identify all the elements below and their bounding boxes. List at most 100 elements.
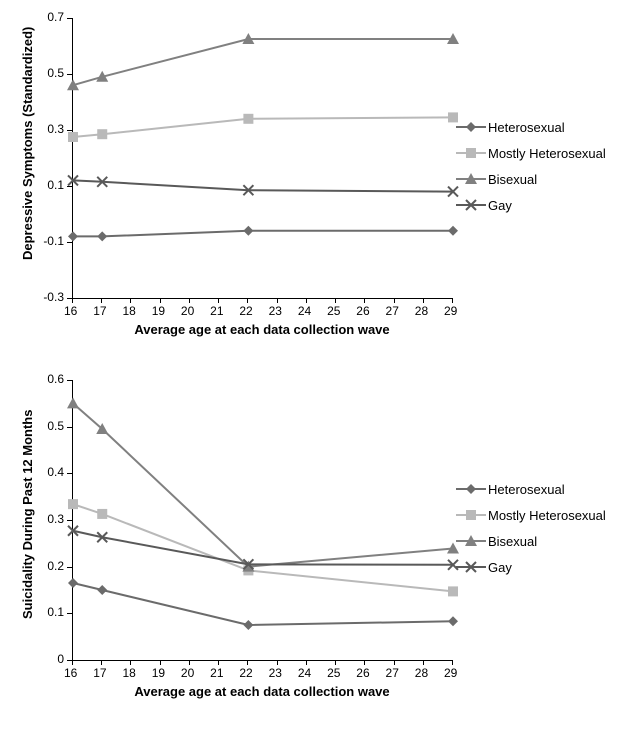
x-tick-label: 25 <box>327 304 340 318</box>
x-tick-label: 18 <box>122 304 135 318</box>
y-tick-label: 0 <box>57 652 64 666</box>
y-tick-label: 0.5 <box>47 66 64 80</box>
y-axis-label: Depressive Symptoms (Standardized) <box>20 27 35 260</box>
y-tick <box>67 186 72 187</box>
x-tick <box>277 660 278 665</box>
x-tick <box>72 298 73 303</box>
y-tick <box>67 567 72 568</box>
x-tick <box>247 298 248 303</box>
y-tick-label: 0.3 <box>47 512 64 526</box>
x-tick <box>101 660 102 665</box>
x-tick <box>306 660 307 665</box>
x-tick <box>394 298 395 303</box>
x-tick <box>335 298 336 303</box>
y-tick-label: 0.6 <box>47 372 64 386</box>
x-tick-label: 16 <box>64 304 77 318</box>
legend-item-hetero: Heterosexual <box>460 480 606 498</box>
legend-label: Bisexual <box>488 172 537 187</box>
x-axis-label: Average age at each data collection wave <box>112 322 412 337</box>
x-tick-label: 19 <box>152 666 165 680</box>
x-tick-label: 29 <box>444 304 457 318</box>
diamond-icon <box>460 480 482 498</box>
x-tick-label: 17 <box>93 304 106 318</box>
x-tick-label: 23 <box>269 304 282 318</box>
legend-label: Bisexual <box>488 534 537 549</box>
x-tick-label: 16 <box>64 666 77 680</box>
x-tick-label: 24 <box>298 666 311 680</box>
x-tick <box>423 298 424 303</box>
y-tick-label: 0.4 <box>47 465 64 479</box>
y-tick <box>67 130 72 131</box>
x-tick-label: 27 <box>386 304 399 318</box>
x-tick-label: 19 <box>152 304 165 318</box>
chart-svg <box>73 380 453 660</box>
x-tick <box>335 660 336 665</box>
legend: Heterosexual Mostly Heterosexual Bisexual G… <box>460 118 606 222</box>
x-tick-label: 26 <box>356 304 369 318</box>
x-tick-label: 23 <box>269 666 282 680</box>
x-tick <box>423 660 424 665</box>
y-tick-label: -0.3 <box>43 290 64 304</box>
x-tick <box>130 298 131 303</box>
y-tick-label: 0.3 <box>47 122 64 136</box>
y-tick <box>67 242 72 243</box>
page: { "layout": { "page_w": 631, "page_h": 7… <box>0 0 631 729</box>
plot-area <box>72 380 453 661</box>
x-tick-label: 22 <box>239 304 252 318</box>
x-tick-label: 21 <box>210 304 223 318</box>
square-icon <box>460 506 482 524</box>
x-tick <box>364 660 365 665</box>
y-tick-label: 0.7 <box>47 10 64 24</box>
x-tick <box>101 298 102 303</box>
x-tick <box>218 298 219 303</box>
x-tick-label: 20 <box>181 666 194 680</box>
legend-label: Heterosexual <box>488 482 565 497</box>
legend-item-gay: Gay <box>460 196 606 214</box>
legend-label: Gay <box>488 560 512 575</box>
legend-label: Mostly Heterosexual <box>488 508 606 523</box>
legend: Heterosexual Mostly Heterosexual Bisexual G… <box>460 480 606 584</box>
x-tick <box>394 660 395 665</box>
y-tick-label: -0.1 <box>43 234 64 248</box>
y-tick <box>67 473 72 474</box>
legend-label: Heterosexual <box>488 120 565 135</box>
y-tick <box>67 18 72 19</box>
legend-item-gay: Gay <box>460 558 606 576</box>
legend-item-mostly: Mostly Heterosexual <box>460 506 606 524</box>
legend-item-hetero: Heterosexual <box>460 118 606 136</box>
y-tick-label: 0.1 <box>47 605 64 619</box>
x-tick <box>189 660 190 665</box>
x-tick-label: 20 <box>181 304 194 318</box>
x-tick <box>189 298 190 303</box>
x-tick <box>452 660 453 665</box>
legend-item-bi: Bisexual <box>460 170 606 188</box>
triangle-icon <box>460 532 482 550</box>
x-tick <box>277 298 278 303</box>
x-tick-label: 18 <box>122 666 135 680</box>
diamond-icon <box>460 118 482 136</box>
y-tick <box>67 74 72 75</box>
x-tick <box>160 660 161 665</box>
x-icon <box>460 558 482 576</box>
x-tick-label: 28 <box>415 666 428 680</box>
x-tick-label: 17 <box>93 666 106 680</box>
x-tick-label: 21 <box>210 666 223 680</box>
y-tick <box>67 520 72 521</box>
x-tick <box>218 660 219 665</box>
y-tick-label: 0.5 <box>47 419 64 433</box>
x-tick <box>72 660 73 665</box>
chart-suicidality: Suicidality During Past 12 Months Averag… <box>0 370 631 710</box>
x-tick <box>306 298 307 303</box>
legend-label: Mostly Heterosexual <box>488 146 606 161</box>
legend-item-bi: Bisexual <box>460 532 606 550</box>
x-tick-label: 25 <box>327 666 340 680</box>
y-tick-label: 0.2 <box>47 559 64 573</box>
legend-item-mostly: Mostly Heterosexual <box>460 144 606 162</box>
x-tick <box>247 660 248 665</box>
x-tick-label: 26 <box>356 666 369 680</box>
x-axis-label: Average age at each data collection wave <box>112 684 412 699</box>
x-tick <box>130 660 131 665</box>
y-axis-label: Suicidality During Past 12 Months <box>20 410 35 619</box>
y-tick-label: 0.1 <box>47 178 64 192</box>
x-tick-label: 29 <box>444 666 457 680</box>
